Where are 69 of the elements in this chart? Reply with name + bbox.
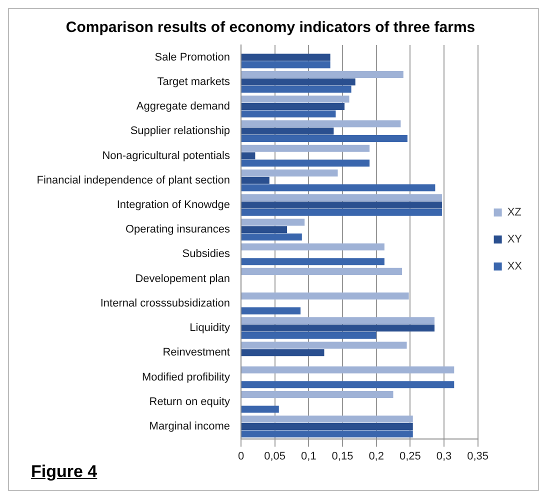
y-tick-label: Modified profibility — [142, 371, 230, 384]
legend-label: XX — [507, 260, 523, 273]
x-tick-label: 0,05 — [264, 450, 286, 462]
legend-label: XZ — [507, 206, 522, 219]
y-tick-label: Return on equity — [149, 396, 230, 408]
y-tick-label: Integration of Knowdge — [116, 199, 230, 212]
bar — [242, 332, 376, 339]
x-tick-label: 0,15 — [332, 450, 354, 462]
bar — [242, 152, 256, 160]
bar — [242, 430, 413, 438]
x-tick-label: 0,35 — [467, 450, 489, 462]
caption: Figure 4 — [31, 462, 98, 482]
bar — [242, 390, 394, 398]
bar — [242, 243, 384, 250]
bar — [242, 169, 338, 176]
bar — [242, 103, 345, 110]
x-tick-label: 0,1 — [301, 450, 316, 462]
y-tick-label: Marginal income — [149, 420, 230, 433]
bar — [242, 317, 435, 324]
bar — [242, 218, 305, 226]
y-tick-label: Internal crosssubsidization — [100, 297, 230, 310]
bar — [242, 160, 370, 167]
y-tick-label: Liquidity — [190, 322, 230, 334]
bar — [242, 324, 435, 332]
bar — [242, 268, 402, 275]
x-tick-label: 0 — [238, 450, 244, 462]
y-tick-label: Supplier relationship — [130, 125, 230, 138]
x-tick-label: 0,3 — [436, 450, 452, 462]
bar — [242, 144, 370, 152]
bar — [242, 128, 334, 135]
y-tick-label: Sale Promotion — [154, 51, 230, 64]
legend-label: XY — [507, 234, 523, 246]
chart-title: Comparison results of economy indicators of three farms — [66, 19, 476, 36]
bar — [242, 86, 352, 93]
y-tick-label: Financial independence of plant section — [36, 174, 230, 186]
y-tick-label: Subsidies — [182, 248, 230, 260]
y-tick-label: Aggregate demand — [136, 100, 230, 113]
bar — [242, 258, 384, 266]
x-tick-label: 0,2 — [368, 450, 384, 462]
bar — [242, 208, 442, 216]
bar — [242, 71, 404, 78]
y-tick-label: Operating insurances — [125, 224, 230, 236]
y-tick-label: Target markets — [157, 76, 230, 88]
x-tick-label: 0,25 — [399, 450, 421, 462]
bar — [242, 78, 356, 86]
bar — [242, 416, 413, 423]
bar — [242, 135, 408, 142]
bar — [242, 201, 442, 208]
bar — [242, 381, 454, 388]
bar — [242, 184, 436, 192]
bar — [242, 292, 409, 300]
bar — [242, 96, 350, 103]
bar — [242, 176, 270, 184]
bar — [242, 54, 330, 61]
bar — [242, 307, 301, 314]
y-tick-label: Developement plan — [135, 272, 230, 285]
bar — [242, 406, 279, 413]
bar — [242, 226, 288, 234]
bar — [242, 110, 336, 118]
bar — [242, 366, 454, 374]
bar — [242, 233, 302, 240]
y-tick-label: Reinvestment — [162, 346, 230, 359]
y-tick-label: Non-agricultural potentials — [102, 150, 230, 162]
bar — [242, 349, 324, 356]
bar — [242, 422, 413, 430]
bar — [242, 342, 407, 349]
bar — [242, 194, 442, 202]
bar — [242, 120, 401, 128]
bar — [242, 61, 330, 68]
